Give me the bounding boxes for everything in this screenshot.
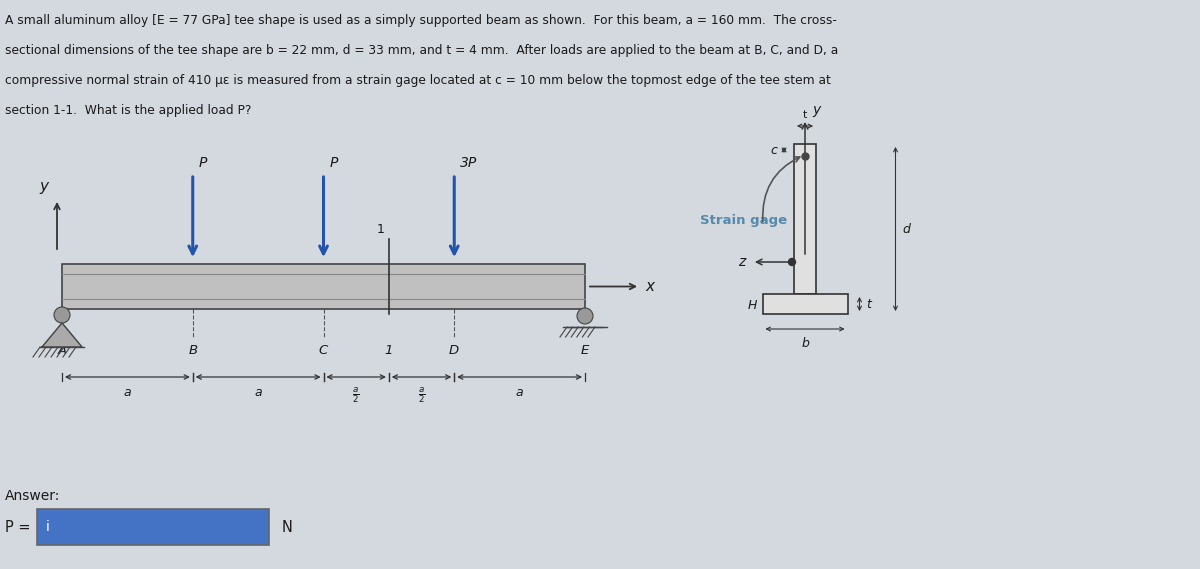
Text: y: y bbox=[812, 103, 821, 117]
Bar bbox=[794, 144, 816, 294]
Text: $\frac{a}{2}$: $\frac{a}{2}$ bbox=[418, 386, 425, 405]
Text: compressive normal strain of 410 με is measured from a strain gage located at c : compressive normal strain of 410 με is m… bbox=[5, 74, 830, 87]
Text: 1: 1 bbox=[385, 344, 394, 357]
Text: N: N bbox=[282, 519, 293, 534]
Text: B: B bbox=[188, 344, 197, 357]
Text: D: D bbox=[449, 344, 460, 357]
Text: sectional dimensions of the tee shape are b = 22 mm, d = 33 mm, and t = 4 mm.  A: sectional dimensions of the tee shape ar… bbox=[5, 44, 839, 57]
Text: P =: P = bbox=[5, 519, 30, 534]
Text: 3P: 3P bbox=[461, 156, 478, 170]
Text: E: E bbox=[581, 344, 589, 357]
Text: a: a bbox=[516, 386, 523, 399]
Text: t: t bbox=[866, 298, 871, 311]
Text: P: P bbox=[330, 156, 338, 170]
Text: H: H bbox=[748, 299, 757, 312]
Circle shape bbox=[54, 307, 70, 323]
Text: Answer:: Answer: bbox=[5, 489, 60, 503]
Text: section 1-1.  What is the applied load P?: section 1-1. What is the applied load P? bbox=[5, 104, 251, 117]
Text: A small aluminum alloy [E = 77 GPa] tee shape is used as a simply supported beam: A small aluminum alloy [E = 77 GPa] tee … bbox=[5, 14, 836, 27]
Polygon shape bbox=[42, 323, 82, 347]
Circle shape bbox=[577, 308, 593, 324]
Text: x: x bbox=[646, 279, 654, 294]
Text: c: c bbox=[770, 143, 778, 156]
Text: i: i bbox=[46, 520, 50, 534]
Text: d: d bbox=[902, 222, 911, 236]
FancyArrowPatch shape bbox=[763, 157, 800, 221]
Text: $\frac{a}{2}$: $\frac{a}{2}$ bbox=[353, 386, 360, 405]
Text: A: A bbox=[58, 344, 66, 357]
Text: P: P bbox=[199, 156, 208, 170]
Text: y: y bbox=[40, 179, 48, 194]
Text: 1: 1 bbox=[377, 223, 385, 236]
Text: a: a bbox=[124, 386, 131, 399]
Bar bbox=[762, 294, 847, 314]
FancyBboxPatch shape bbox=[37, 509, 269, 545]
Text: Strain gage: Strain gage bbox=[700, 213, 787, 226]
Text: t: t bbox=[803, 110, 808, 120]
Text: C: C bbox=[319, 344, 328, 357]
Text: z: z bbox=[738, 255, 745, 269]
Text: b: b bbox=[802, 337, 809, 350]
Circle shape bbox=[788, 258, 796, 266]
Bar bbox=[62, 264, 586, 309]
Text: a: a bbox=[254, 386, 262, 399]
